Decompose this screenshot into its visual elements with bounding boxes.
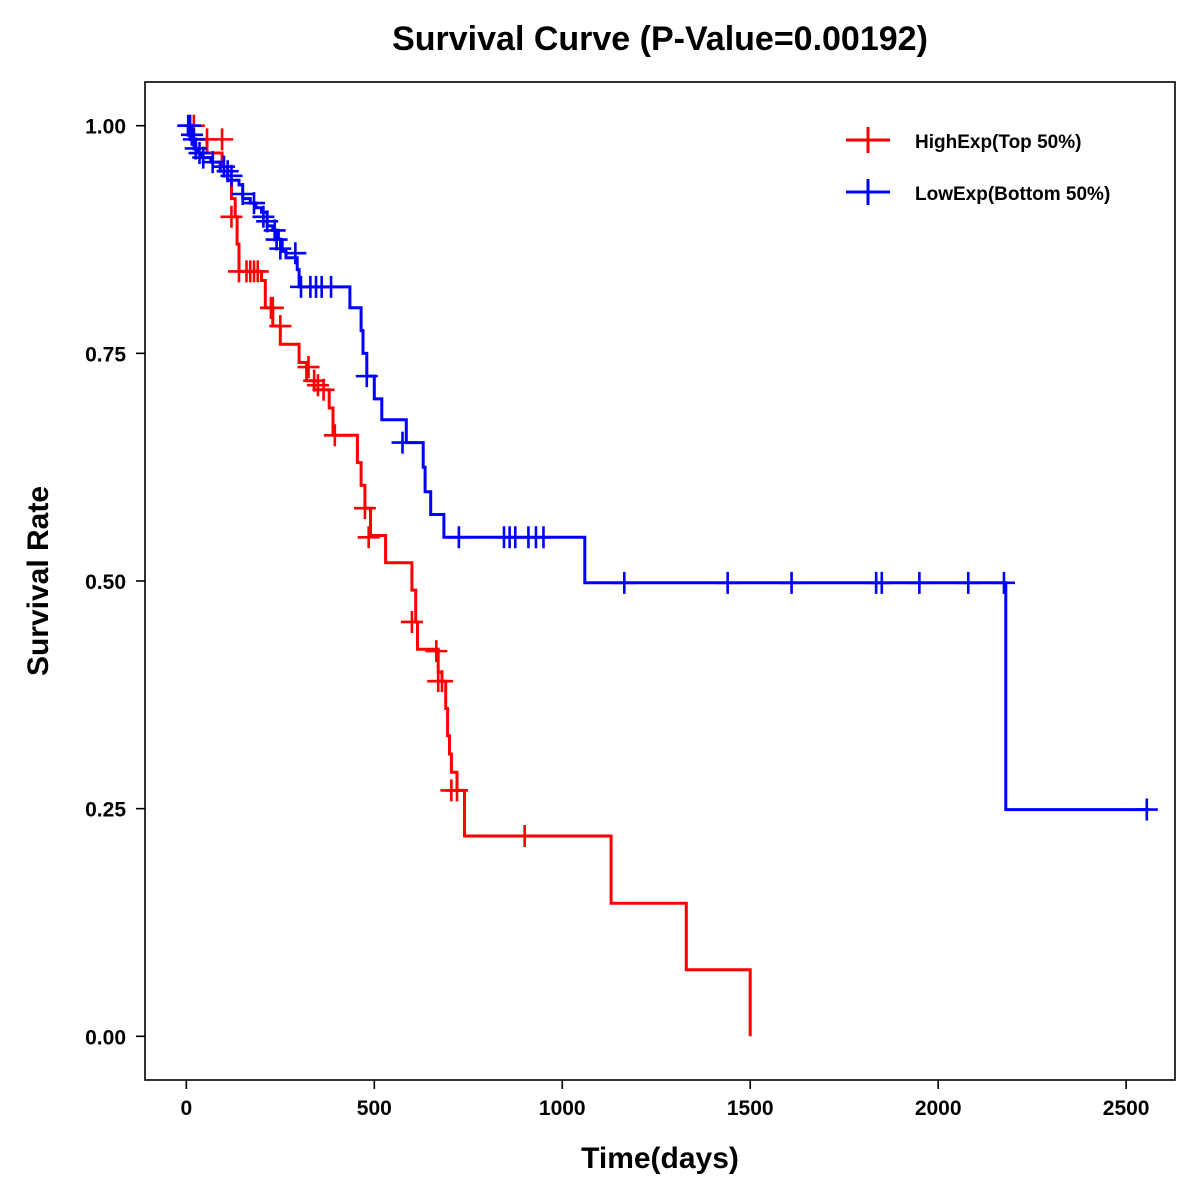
censor-mark-low-38 — [908, 571, 931, 594]
legend-label-high: HighExp(Top 50%) — [915, 132, 1081, 153]
series-high — [182, 114, 752, 1037]
censor-mark-low-5 — [188, 142, 211, 165]
censor-mark-low-39 — [957, 571, 980, 594]
censor-mark-high-12 — [297, 356, 320, 379]
censor-mark-low-26 — [447, 526, 470, 549]
x-tick-label-0: 0 — [181, 1097, 193, 1120]
censor-mark-high-20 — [425, 640, 448, 663]
x-axis-title: Time(days) — [581, 1142, 739, 1175]
censor-mark-high-17 — [353, 497, 376, 520]
censor-mark-high-2 — [211, 128, 234, 151]
censor-mark-low-10 — [220, 164, 243, 187]
x-axis: 0 500 1000 1500 2000 2500 — [181, 1080, 1150, 1120]
legend-key-high — [846, 127, 890, 153]
y-tick-label-0.00: 0.00 — [85, 1026, 126, 1049]
censor-mark-low-18 — [284, 242, 307, 265]
censor-mark-high-24 — [446, 779, 469, 802]
censor-mark-high-25 — [513, 824, 536, 847]
censor-mark-high-22 — [430, 670, 453, 693]
legend: HighExp(Top 50%) LowExp(Bottom 50%) — [846, 127, 1110, 205]
censor-mark-low-6 — [192, 146, 215, 169]
x-tick-label-1000: 1000 — [539, 1097, 586, 1120]
censor-mark-low-3 — [182, 128, 205, 151]
censor-mark-high-3 — [220, 205, 243, 228]
censor-mark-low-12 — [243, 192, 266, 215]
x-tick-label-2500: 2500 — [1103, 1097, 1150, 1120]
censor-mark-low-24 — [355, 365, 378, 388]
censor-mark-high-13 — [303, 369, 326, 392]
censor-mark-low-7 — [201, 151, 224, 174]
censor-mark-low-1 — [179, 114, 202, 137]
censor-mark-low-34 — [716, 571, 739, 594]
censor-mark-high-18 — [357, 526, 380, 549]
series-low — [177, 114, 1158, 821]
censor-mark-low-25 — [391, 431, 414, 454]
censor-mark-high-19 — [400, 610, 423, 633]
censor-mark-low-13 — [252, 205, 275, 228]
censor-mark-high-11 — [269, 315, 292, 338]
censor-mark-low-37 — [870, 571, 893, 594]
censor-mark-low-9 — [216, 160, 239, 183]
chart-title: Survival Curve (P-Value=0.00192) — [392, 20, 928, 58]
censor-mark-low-40 — [992, 571, 1015, 594]
y-axis: 0.00 0.25 0.50 0.75 1.00 — [85, 116, 145, 1049]
censor-mark-low-17 — [269, 237, 292, 260]
y-axis-title: Survival Rate — [22, 486, 55, 676]
censor-mark-high-14 — [306, 374, 329, 397]
censor-mark-low-15 — [263, 219, 286, 242]
y-tick-label-0.25: 0.25 — [85, 799, 126, 822]
censor-mark-low-16 — [265, 228, 288, 251]
censor-mark-high-8 — [246, 260, 269, 283]
y-tick-label-0.50: 0.50 — [85, 571, 126, 594]
censor-mark-high-15 — [312, 378, 335, 401]
x-tick-label-500: 500 — [357, 1097, 392, 1120]
censor-mark-low-2 — [180, 123, 203, 146]
x-tick-label-2000: 2000 — [915, 1097, 962, 1120]
x-tick-label-1500: 1500 — [727, 1097, 774, 1120]
y-tick-label-1.00: 1.00 — [85, 116, 126, 139]
plot-area-border — [144, 81, 1176, 1081]
survival-line-low — [186, 124, 1149, 812]
survival-line-high — [186, 124, 752, 1037]
censor-mark-low-33 — [613, 571, 636, 594]
censor-mark-high-16 — [323, 424, 346, 447]
series-layer — [177, 114, 1158, 1037]
censor-mark-low-11 — [231, 183, 254, 206]
censor-mark-low-35 — [780, 571, 803, 594]
censor-mark-low-32 — [532, 526, 555, 549]
legend-key-low — [846, 179, 890, 205]
legend-label-low: LowExp(Bottom 50%) — [915, 184, 1110, 205]
y-tick-label-0.75: 0.75 — [85, 343, 126, 366]
censor-mark-low-23 — [320, 275, 343, 298]
censor-mark-high-10 — [261, 296, 284, 319]
censor-mark-low-41 — [1135, 798, 1158, 821]
